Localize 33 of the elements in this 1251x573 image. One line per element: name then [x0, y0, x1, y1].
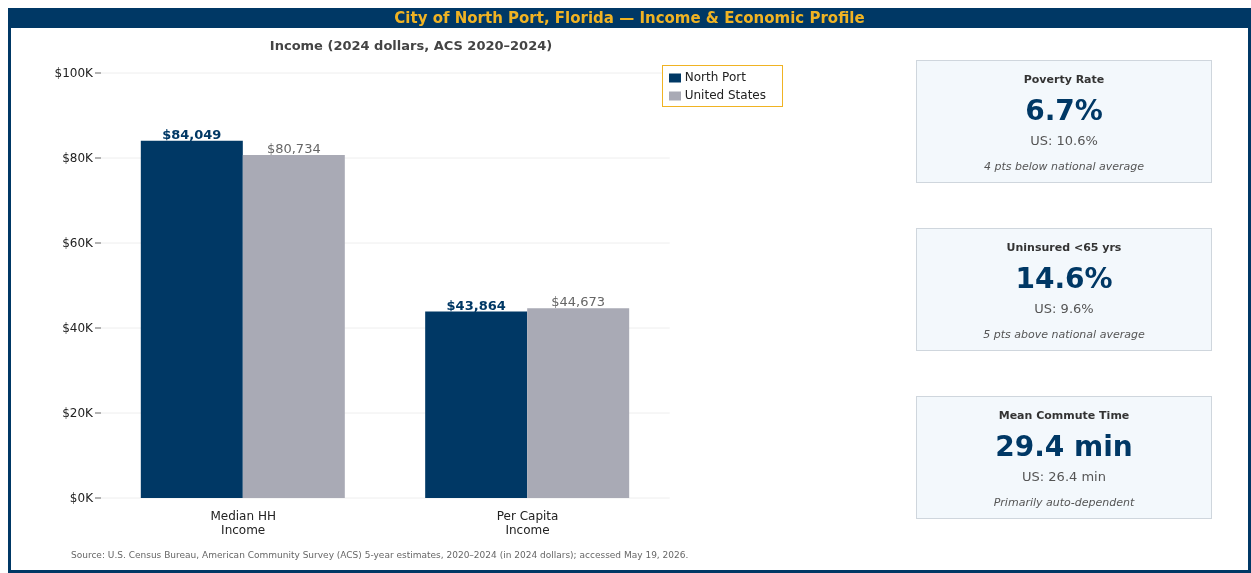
- legend-label: North Port: [684, 70, 746, 84]
- y-tick-label: $100K: [54, 66, 95, 81]
- text: US: 9.6%: [1033, 301, 1095, 316]
- bar: [425, 311, 528, 498]
- text: 14.6%: [1014, 262, 1114, 295]
- y-tick-label: $80K: [62, 151, 95, 166]
- text: Primarily auto-dependent: [992, 496, 1136, 509]
- data-label: $80,734: [266, 140, 321, 156]
- y-tick-label: $20K: [62, 406, 95, 421]
- data-label: $44,673: [551, 294, 606, 310]
- text: Mean Commute Time: [997, 409, 1131, 422]
- text: Uninsured <65 yrs: [1005, 241, 1123, 254]
- chart-subtitle: Income (2024 dollars, ACS 2020–2024): [268, 37, 554, 53]
- text: US: 10.6%: [1029, 133, 1099, 148]
- text: 6.7%: [1024, 94, 1104, 127]
- chart-title: City of North Port, Florida — Income & Economic Profile: [11, 8, 1248, 28]
- bar: [140, 140, 243, 498]
- text: US: 26.4 min: [1021, 469, 1107, 484]
- data-label: $43,864: [446, 297, 506, 313]
- bar: [527, 308, 630, 498]
- text: Poverty Rate: [1022, 73, 1106, 86]
- y-tick-label: $0K: [69, 491, 95, 506]
- data-label: $84,049: [162, 126, 222, 142]
- y-tick-label: $60K: [62, 236, 95, 251]
- y-tick-label: $40K: [62, 321, 95, 336]
- source-note: Source: U.S. Census Bureau, American Community Survey (ACS) 5-year estimates, 2020–2024 (in 2024 dollars); accessed May 19, 2026.: [71, 550, 689, 560]
- text: 5 pts above national average: [982, 328, 1146, 341]
- text: 29.4 min: [994, 430, 1134, 463]
- text: 4 pts below national average: [982, 160, 1146, 173]
- legend-label: United States: [684, 88, 766, 102]
- x-tick-label: Median HH Income: [210, 509, 276, 537]
- bar: [242, 154, 345, 498]
- x-tick-label: Per Capita Income: [496, 509, 559, 537]
